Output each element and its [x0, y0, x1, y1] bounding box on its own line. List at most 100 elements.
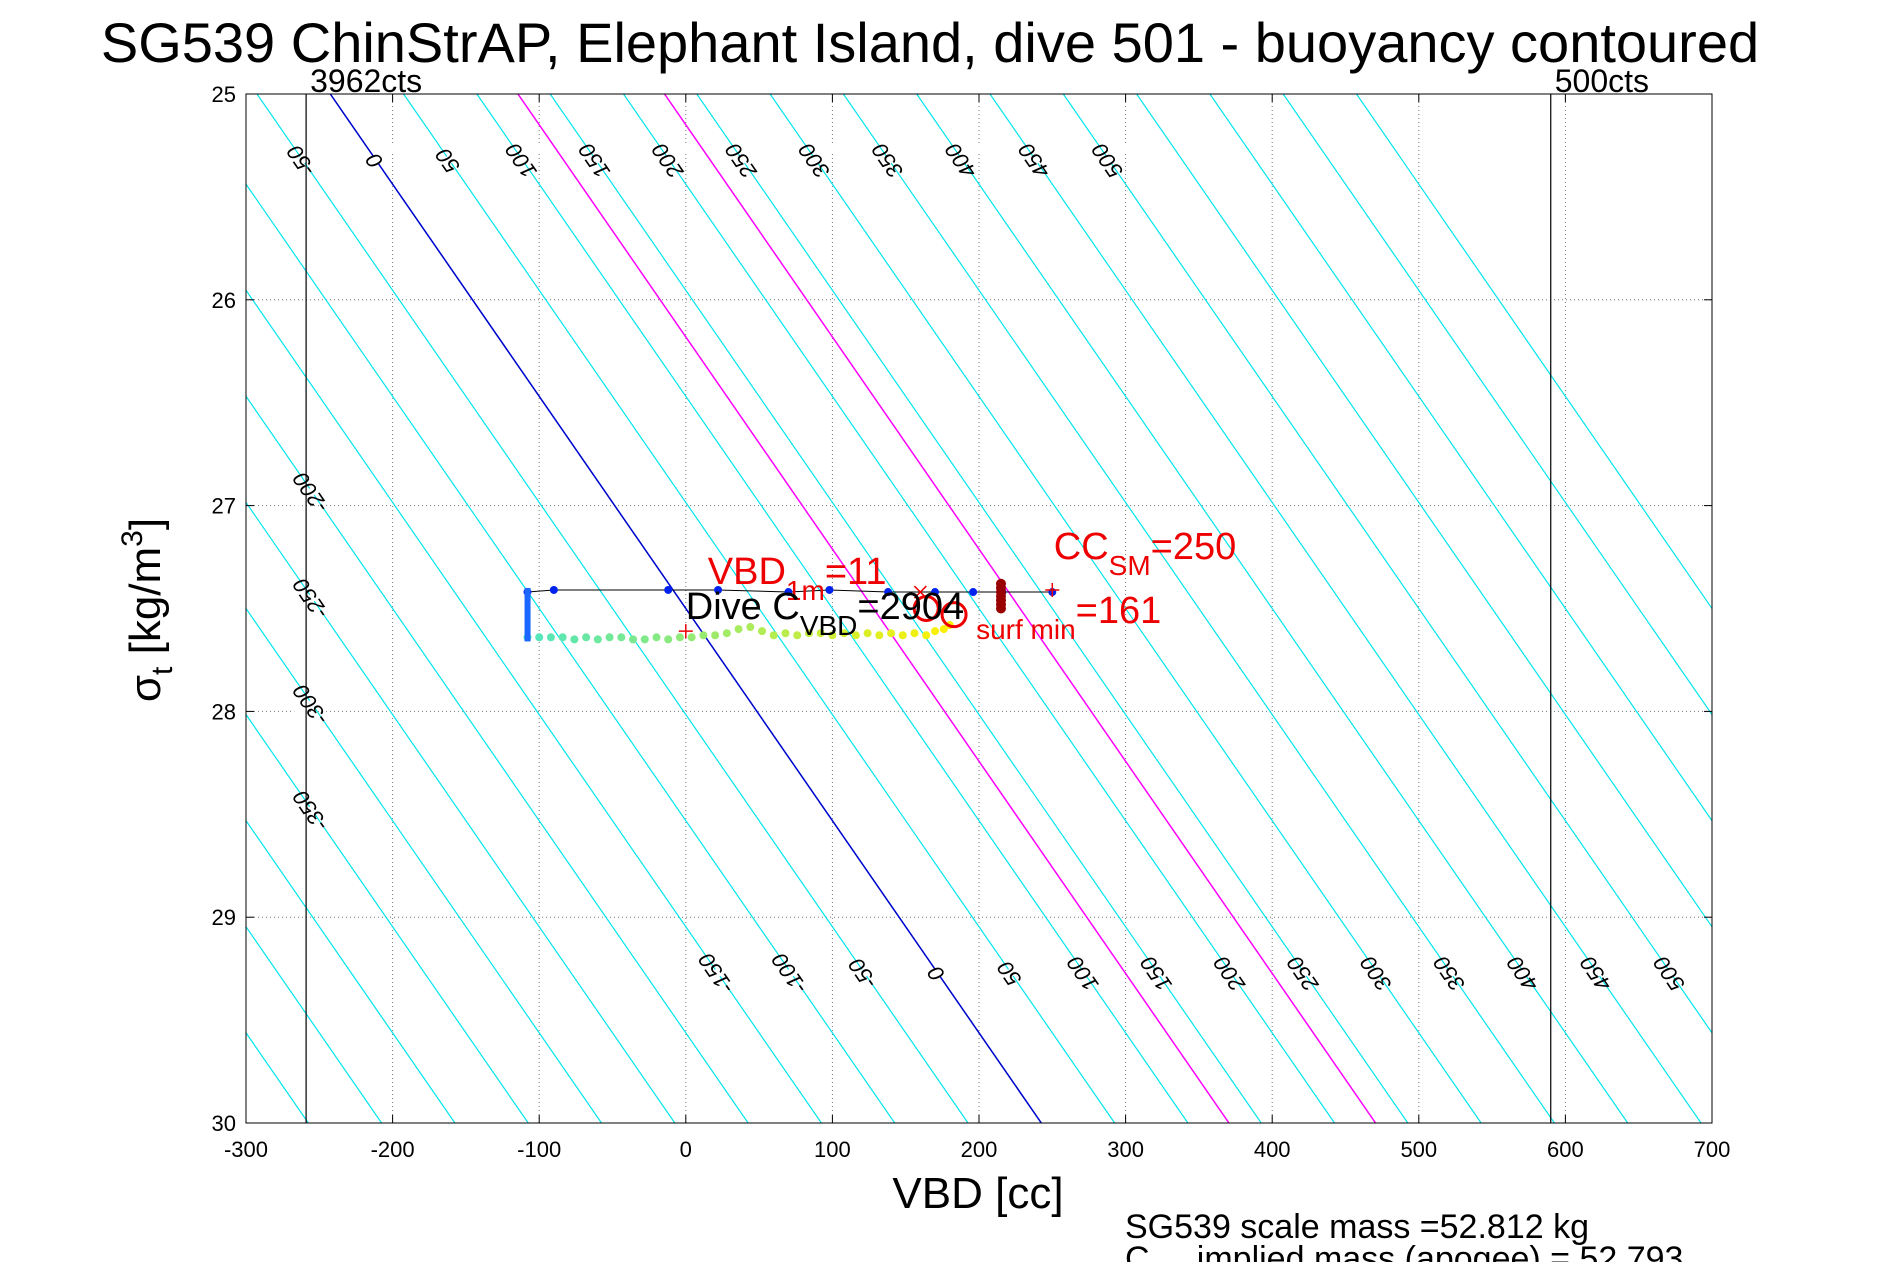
- climb-data-point: [675, 633, 684, 642]
- annotation-dive-c: Dive CVBD=2904: [686, 586, 964, 641]
- dive-data-point: [664, 585, 673, 594]
- climb-data-point: [804, 629, 813, 638]
- buoyancy-contour-line: [1209, 94, 1712, 822]
- x-tick-label: 500: [1400, 1137, 1437, 1162]
- y-tick-label: 28: [212, 699, 236, 724]
- circle-marker: [940, 601, 968, 629]
- annotation-vbd-1m-value: =11: [825, 551, 887, 593]
- contour-label-gap: [990, 956, 1032, 989]
- dive-data-point: [931, 588, 940, 597]
- y-axis-label-units: [kg/m: [121, 547, 170, 667]
- annotation-cc-surf-subscript: surf min: [976, 614, 1076, 645]
- x-tick-label: 300: [1107, 1137, 1144, 1162]
- contour-label-gap: [770, 956, 812, 989]
- footer-text: SG539 scale mass =52.812 kg C implied ma…: [1125, 1208, 1683, 1262]
- annotation-cc-surf: surf min=161: [976, 590, 1161, 645]
- x-tick-label: 100: [814, 1137, 851, 1162]
- contour-label-gap: [1503, 956, 1545, 989]
- climb-data-point: [828, 631, 837, 640]
- buoyancy-contour-line: [256, 94, 969, 1123]
- x-tick-label: 600: [1547, 1137, 1584, 1162]
- contour-label-gap: [1210, 956, 1252, 989]
- climb-data-point: [629, 635, 638, 644]
- climb-data-point: [758, 627, 767, 636]
- climb-data-point: [699, 631, 708, 640]
- climb-data-point: [722, 629, 731, 638]
- contour-label-gap: [1283, 956, 1325, 989]
- buoyancy-contour-line: [549, 94, 1262, 1123]
- y-tick-label: 26: [212, 288, 236, 313]
- buoyancy-contour-line: [623, 94, 1335, 1123]
- buoyancy-contours: [246, 94, 1712, 1123]
- climb-data-point: [711, 631, 720, 640]
- dive-data-point: [714, 585, 723, 594]
- contour-label-gap: [917, 956, 958, 989]
- contour-label-gap: [291, 794, 333, 826]
- annotation-vbd-1m: VBD1m=11: [708, 551, 887, 606]
- highlight-contour-line: [663, 94, 1377, 1123]
- footer-scale-mass: SG539 scale mass =52.812 kg: [1125, 1208, 1589, 1246]
- buoyancy-contour-line: [246, 925, 383, 1123]
- dive-data: [523, 578, 1057, 644]
- contour-label-gap: [282, 144, 323, 176]
- annotation-cc-sm-main: CC: [1054, 526, 1109, 568]
- annotation-cc-surf-value: =161: [1076, 590, 1162, 632]
- x-tick-label: -100: [517, 1137, 561, 1162]
- climb-data-point: [605, 633, 614, 642]
- buoyancy-contour-line: [246, 183, 896, 1123]
- buoyancy-contour-line: [1282, 94, 1712, 716]
- climb-data-point: [664, 635, 673, 644]
- dive-data-point: [969, 588, 978, 597]
- dive-data-point: [884, 588, 893, 597]
- contour-label-gap: [1137, 956, 1178, 989]
- contour-label-gap: [1650, 956, 1691, 989]
- climb-data-point: [617, 633, 626, 642]
- climb-data-point: [793, 631, 802, 640]
- annotation-dive-c-subscript: VBD: [800, 610, 858, 641]
- climb-data-point: [546, 633, 555, 642]
- buoyancy-contour-line: [696, 94, 1409, 1123]
- plus-marker: [1045, 582, 1060, 597]
- surface-data-band: [524, 587, 531, 642]
- climb-data-point: [863, 629, 872, 638]
- y-tick-label: 27: [212, 494, 236, 519]
- neutral-buoyancy-line: [329, 94, 1042, 1123]
- contour-label-gap: [648, 144, 690, 176]
- climb-data-point: [687, 633, 696, 642]
- climb-data-point: [640, 635, 649, 644]
- climb-data-point: [816, 629, 825, 638]
- contour-label-gap: [1063, 956, 1105, 989]
- y-tick-label: 25: [212, 82, 236, 107]
- contour-label-gap: [502, 144, 543, 176]
- climb-data-point: [734, 625, 743, 634]
- y-axis-label-superscript: 3: [116, 530, 149, 547]
- dive-data-point: [549, 585, 558, 594]
- climb-data-point: [887, 629, 896, 638]
- climb-data-point: [535, 633, 544, 642]
- x-tick-label: 0: [680, 1137, 692, 1162]
- climb-data-point: [875, 631, 884, 640]
- circle-marker: [912, 595, 940, 622]
- contour-label-gap: [795, 144, 836, 176]
- contour-label-gap: [428, 144, 470, 176]
- annotation-cc-sm-subscript: SM: [1109, 550, 1151, 581]
- contour-label-gap: [1015, 144, 1056, 176]
- contour-label-gap: [291, 476, 333, 508]
- dive-data-point: [784, 588, 793, 597]
- contour-label-gap: [1088, 144, 1130, 176]
- chart-title: SG539 ChinStrAP, Elephant Island, dive 5…: [101, 11, 1759, 74]
- annotation-cc-sm: CCSM=250: [1054, 526, 1236, 581]
- count-limit-label: 3962cts: [310, 63, 422, 99]
- svg-text:σt [kg/m3]: σt [kg/m3]: [116, 518, 179, 702]
- contour-label-gap: [1356, 956, 1398, 989]
- climb-data-point: [593, 635, 602, 644]
- contour-label-gap: [941, 144, 983, 176]
- y-axis-label-units-close: ]: [121, 518, 170, 530]
- climb-data-point: [781, 629, 790, 638]
- apogee-data-point: [995, 603, 1006, 614]
- marker-group: [678, 582, 1060, 639]
- buoyancy-contour-line: [916, 94, 1629, 1123]
- climb-data-point: [769, 631, 778, 640]
- buoyancy-contour-line: [476, 94, 1189, 1123]
- footer-implied-mass-c: C: [1125, 1240, 1150, 1262]
